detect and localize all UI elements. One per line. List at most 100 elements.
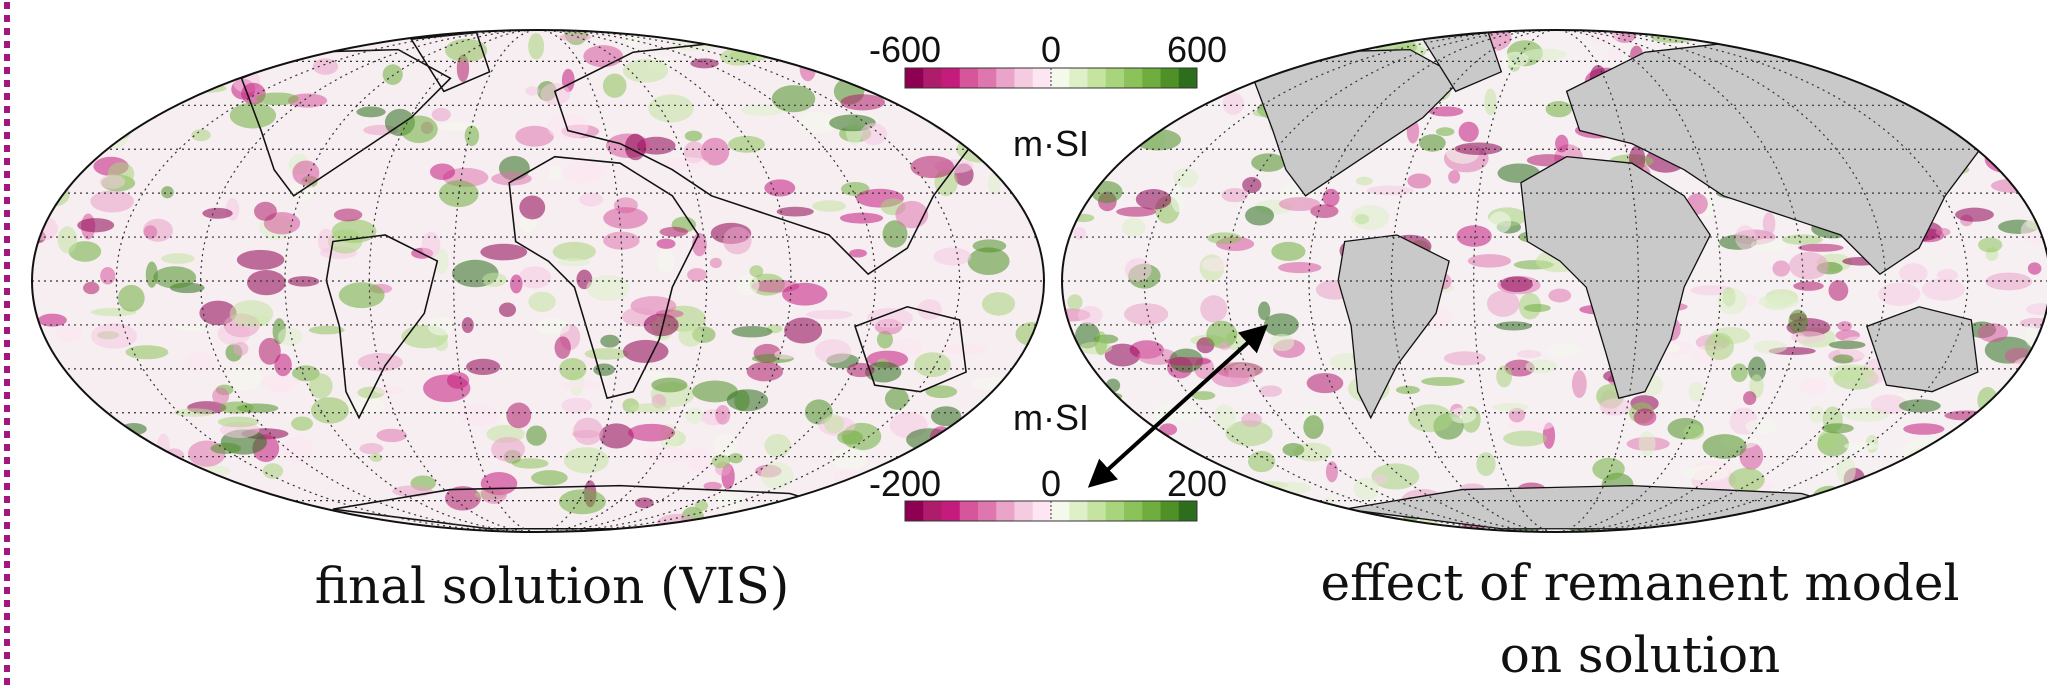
texture xyxy=(1459,122,1479,143)
texture xyxy=(2018,95,2047,116)
texture xyxy=(558,258,590,266)
texture xyxy=(85,129,130,140)
texture xyxy=(247,270,286,295)
texture xyxy=(1272,520,1302,535)
texture xyxy=(153,266,196,288)
texture xyxy=(687,268,707,281)
texture xyxy=(1429,106,1463,116)
texture xyxy=(491,437,525,462)
texture xyxy=(1978,238,2002,253)
texture xyxy=(1353,477,1379,499)
texture xyxy=(777,207,814,217)
texture xyxy=(1976,77,2000,87)
texture xyxy=(519,195,545,219)
texture xyxy=(775,520,818,529)
caption-left: final solution (VIS) xyxy=(315,557,790,615)
texture xyxy=(1523,49,1567,61)
texture xyxy=(202,208,232,219)
texture xyxy=(143,219,173,242)
texture xyxy=(648,94,693,122)
texture xyxy=(559,489,606,514)
texture xyxy=(1221,188,1248,202)
texture xyxy=(1975,22,1988,42)
texture xyxy=(525,86,539,96)
texture xyxy=(83,282,99,294)
texture xyxy=(712,455,730,469)
texture xyxy=(1366,186,1413,196)
texture xyxy=(42,456,72,465)
texture xyxy=(1829,280,1849,301)
texture xyxy=(564,447,609,473)
texture xyxy=(1078,306,1102,325)
texture xyxy=(1717,288,1746,314)
texture xyxy=(1476,452,1495,476)
texture xyxy=(100,175,125,189)
texture xyxy=(1282,443,1304,456)
texture xyxy=(2028,262,2042,274)
texture xyxy=(1936,228,1951,236)
texture xyxy=(1396,386,1420,394)
texture xyxy=(2039,362,2047,382)
texture xyxy=(1004,464,1032,484)
texture xyxy=(1753,340,1787,354)
colorbar-swatch xyxy=(960,68,979,88)
map-left xyxy=(12,18,1056,540)
texture xyxy=(1146,94,1194,108)
colorbar-swatch xyxy=(942,501,961,521)
texture xyxy=(92,418,127,446)
texture xyxy=(628,424,675,442)
texture xyxy=(535,318,570,336)
texture xyxy=(1961,94,1998,118)
texture xyxy=(839,69,883,86)
texture xyxy=(548,165,561,181)
texture xyxy=(1978,323,2008,342)
texture xyxy=(1326,461,1338,482)
colorbar-swatch xyxy=(1179,68,1198,88)
texture xyxy=(1999,37,2027,55)
texture xyxy=(1763,212,1776,235)
texture xyxy=(1899,263,1927,283)
colorbar-tick-label: 0 xyxy=(1041,463,1061,504)
texture xyxy=(1246,494,1262,504)
texture xyxy=(982,292,1015,316)
texture xyxy=(849,249,867,258)
texture xyxy=(562,161,604,183)
texture xyxy=(1937,269,1958,281)
colorbar-swatch xyxy=(1088,68,1107,88)
texture xyxy=(1844,442,1879,450)
texture xyxy=(917,299,942,319)
texture xyxy=(1988,65,2028,76)
texture xyxy=(1136,189,1172,210)
texture xyxy=(1051,437,1081,463)
colorbar-tick-label: -600 xyxy=(869,29,941,70)
texture xyxy=(20,92,46,100)
texture xyxy=(161,253,194,264)
texture xyxy=(1492,403,1528,411)
texture xyxy=(1524,304,1551,312)
texture xyxy=(1245,29,1262,38)
texture xyxy=(723,227,752,255)
texture xyxy=(233,342,248,356)
texture xyxy=(1171,184,1185,212)
texture xyxy=(1764,301,1790,310)
texture xyxy=(623,59,668,83)
texture xyxy=(1930,55,1962,81)
colorbar-swatch xyxy=(1033,68,1052,88)
texture xyxy=(198,505,242,524)
texture xyxy=(499,302,516,316)
caption-right: effect of remanent model xyxy=(1321,554,1960,612)
texture xyxy=(423,374,470,402)
texture xyxy=(163,63,211,75)
texture xyxy=(1955,208,1994,222)
texture xyxy=(1822,423,1854,433)
texture xyxy=(784,318,822,344)
texture xyxy=(1968,508,2006,530)
texture xyxy=(657,239,676,249)
texture xyxy=(113,493,147,508)
texture xyxy=(400,115,437,143)
texture xyxy=(1487,291,1520,317)
texture xyxy=(48,439,91,456)
texture xyxy=(430,164,455,180)
texture xyxy=(1997,61,2037,79)
texture xyxy=(824,25,840,45)
